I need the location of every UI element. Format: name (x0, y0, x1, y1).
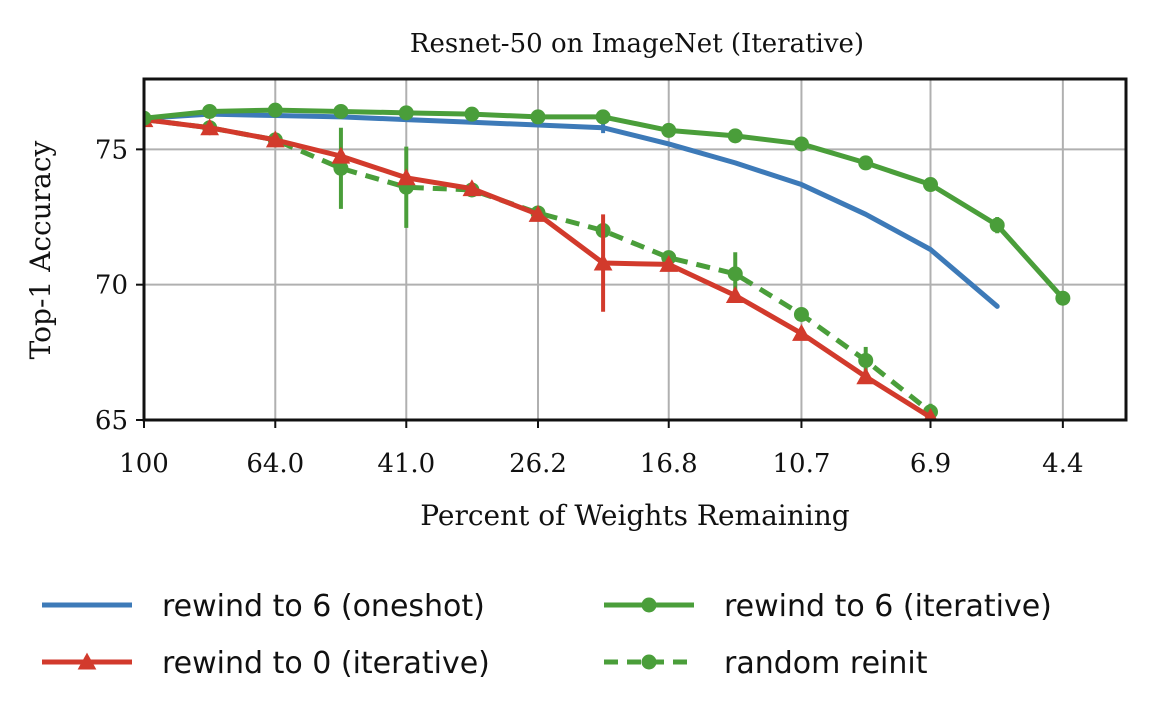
data-point (77, 652, 97, 670)
data-point (464, 106, 480, 122)
y-axis-label: Top-1 Accuracy (24, 140, 57, 359)
data-point (398, 105, 414, 121)
grid (143, 79, 1126, 421)
x-tick-label: 10.7 (772, 449, 830, 479)
data-point (331, 146, 351, 164)
legend-label: rewind to 6 (oneshot) (162, 589, 485, 624)
data-point (202, 103, 218, 119)
legend-item: rewind to 6 (iterative) (604, 589, 1052, 624)
legend-label: random reinit (724, 646, 928, 681)
x-axis-label: Percent of Weights Remaining (420, 499, 849, 532)
plot-frame (142, 77, 1128, 422)
data-point (528, 204, 548, 222)
y-tick-label: 65 (95, 406, 128, 436)
data-point (641, 654, 657, 670)
series-line (144, 111, 1000, 309)
data-point (923, 407, 938, 420)
data-point (200, 118, 220, 136)
data-point (923, 177, 939, 193)
x-tick-label: 6.9 (910, 449, 951, 479)
x-tick-label: 26.2 (509, 449, 567, 479)
axis-ticks: 100 64.0 41.0 26.2 16.8 10.7 6.9 4.4 65 70 75 (95, 135, 1084, 479)
data-point (659, 255, 679, 272)
data-point (641, 597, 657, 613)
data-point (144, 110, 152, 126)
data-point (595, 109, 611, 125)
data-point (462, 179, 482, 197)
x-tick-label: 41.0 (377, 449, 435, 479)
data-point (333, 160, 349, 176)
plot-series (144, 102, 1071, 420)
legend-item: rewind to 6 (oneshot) (42, 589, 485, 624)
data-point (725, 286, 745, 304)
data-point (265, 130, 285, 148)
data-point (727, 128, 743, 144)
data-point (661, 122, 677, 138)
y-tick-label: 75 (95, 135, 128, 165)
data-point (1055, 290, 1071, 306)
x-tick-label: 4.4 (1042, 449, 1083, 479)
legend-item: rewind to 0 (iterative) (42, 646, 490, 681)
data-point (267, 102, 283, 118)
legend-label: rewind to 0 (iterative) (162, 646, 490, 681)
data-point (858, 155, 874, 171)
x-tick-label: 64.0 (246, 449, 304, 479)
data-point (333, 103, 349, 119)
legend-item: random reinit (604, 646, 928, 681)
series-rewind-to-0-iterative- (144, 110, 938, 420)
x-tick-label: 16.8 (640, 449, 698, 479)
data-point (856, 367, 876, 385)
chart-title: Resnet-50 on ImageNet (Iterative) (410, 29, 864, 59)
data-point (989, 217, 1005, 233)
legend-label: rewind to 6 (iterative) (724, 589, 1052, 624)
x-tick-label: 100 (119, 449, 169, 479)
series-rewind-to-6-iterative- (144, 102, 1071, 306)
data-point (793, 136, 809, 152)
data-point (858, 352, 874, 368)
legend: rewind to 6 (oneshot) rewind to 6 (iterat… (42, 589, 1052, 681)
data-point (727, 266, 743, 282)
data-point (396, 168, 416, 186)
data-point (793, 306, 809, 322)
data-point (593, 253, 613, 271)
data-point (530, 109, 546, 125)
data-point (792, 324, 811, 341)
y-tick-label: 70 (95, 271, 128, 301)
